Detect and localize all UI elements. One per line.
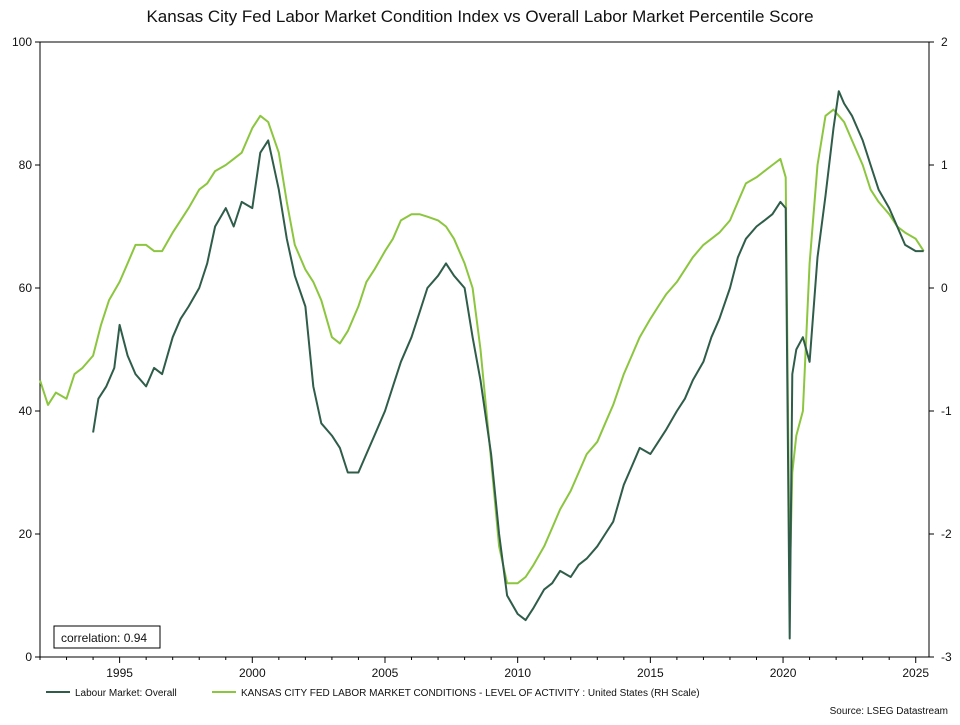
right-y-tick-label: 2 [941,35,948,49]
source-note: Source: LSEG Datastream [830,706,948,717]
right-y-tick-label: -2 [941,527,952,541]
legend-label-overall: Labour Market: Overall [75,688,177,699]
correlation-box [53,625,161,649]
left-y-tick-label: 40 [19,404,33,418]
x-tick-label: 2010 [504,666,531,680]
right-y-tick-label: 0 [941,281,948,295]
legend: Labour Market: Overall KANSAS CITY FED L… [46,688,700,699]
plot-frame [39,41,930,658]
left-y-tick-label: 20 [19,527,33,541]
right-y-tick-label: -3 [941,650,952,664]
left-y-tick-label: 0 [25,650,32,664]
right-y-tick-label: 1 [941,158,948,172]
x-tick-label: 1995 [106,666,133,680]
left-y-tick-label: 60 [19,281,33,295]
legend-label-kc-fed: KANSAS CITY FED LABOR MARKET CONDITIONS … [241,688,700,699]
left-y-axis: 100 80 60 40 20 0 [12,35,40,664]
x-axis: 1995 2000 2005 2010 2015 2020 2025 [39,657,929,680]
series-layer [39,90,925,640]
left-y-tick-label: 80 [19,158,33,172]
correlation-annotation: correlation: 0.94 [61,631,147,645]
x-tick-label: 2025 [902,666,929,680]
right-y-axis: 2 1 0 -1 -2 -3 [929,35,952,664]
right-y-tick-label: -1 [941,404,952,418]
series-line-overall [92,90,924,640]
x-tick-label: 2015 [637,666,664,680]
x-tick-label: 2020 [770,666,797,680]
x-tick-label: 2005 [372,666,399,680]
left-y-tick-label: 100 [12,35,32,49]
x-tick-label: 2000 [239,666,266,680]
chart-title: Kansas City Fed Labor Market Condition I… [146,7,813,26]
